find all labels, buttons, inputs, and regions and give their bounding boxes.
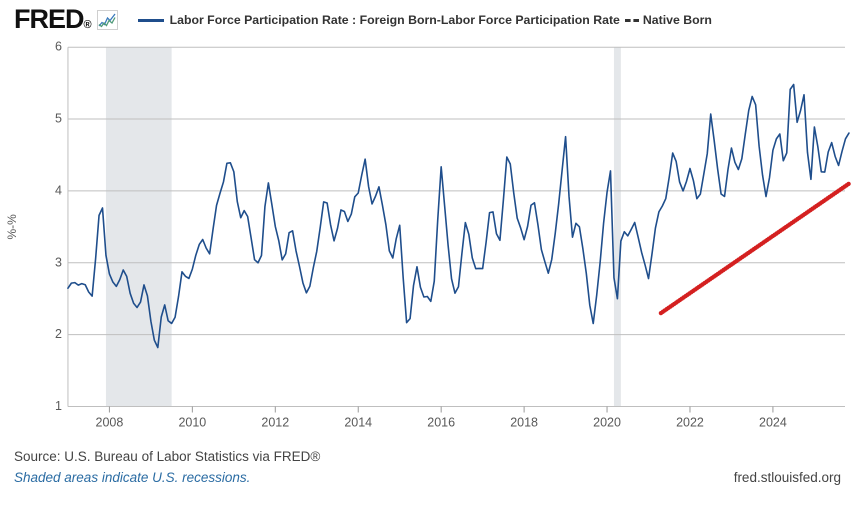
svg-text:2020: 2020 <box>593 416 621 430</box>
svg-text:6: 6 <box>55 40 62 54</box>
svg-text:4: 4 <box>55 183 62 197</box>
svg-text:2014: 2014 <box>344 416 372 430</box>
svg-text:3: 3 <box>55 255 62 269</box>
svg-text:2008: 2008 <box>96 416 124 430</box>
svg-text:2: 2 <box>55 327 62 341</box>
svg-text:2024: 2024 <box>759 416 787 430</box>
svg-text:%-%: %-% <box>5 214 19 240</box>
svg-text:2010: 2010 <box>178 416 206 430</box>
svg-text:2018: 2018 <box>510 416 538 430</box>
svg-text:1: 1 <box>55 399 62 413</box>
svg-text:2022: 2022 <box>676 416 704 430</box>
svg-text:2016: 2016 <box>427 416 455 430</box>
svg-text:5: 5 <box>55 112 62 126</box>
svg-text:2012: 2012 <box>261 416 289 430</box>
